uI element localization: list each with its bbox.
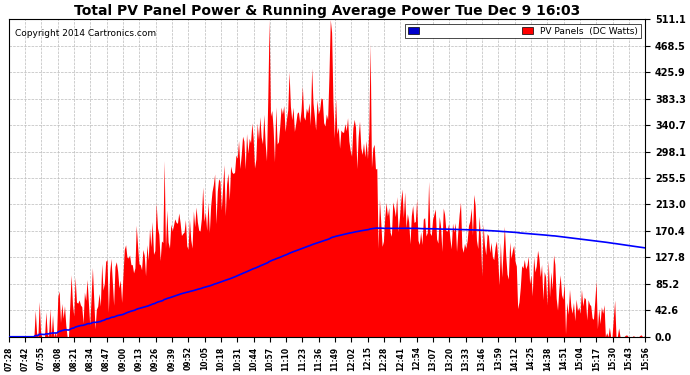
Text: Copyright 2014 Cartronics.com: Copyright 2014 Cartronics.com — [15, 29, 156, 38]
Legend: Average  (DC Watts), PV Panels  (DC Watts): Average (DC Watts), PV Panels (DC Watts) — [405, 24, 641, 38]
Title: Total PV Panel Power & Running Average Power Tue Dec 9 16:03: Total PV Panel Power & Running Average P… — [74, 4, 580, 18]
